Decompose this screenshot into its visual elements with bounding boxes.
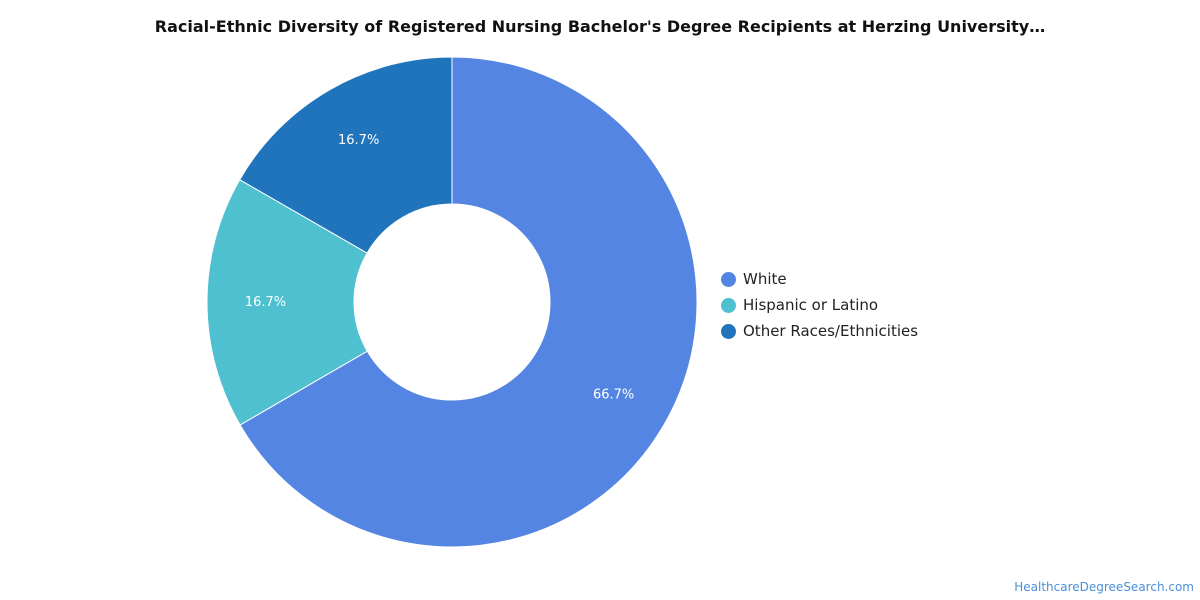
slice-label-white: 66.7% [593, 388, 634, 403]
slice-label-other-races-ethnicities: 16.7% [338, 133, 379, 148]
legend-swatch-other-races [721, 323, 736, 339]
legend-item-hispanic-or-latino[interactable]: Hispanic or Latino [721, 292, 918, 318]
legend-label-hispanic-or-latino: Hispanic or Latino [743, 296, 879, 314]
legend-swatch-hispanic-or-latino [721, 297, 736, 313]
legend-label-white: White [743, 270, 787, 288]
slice-label-hispanic-or-latino: 16.7% [245, 295, 286, 310]
source-watermark[interactable]: HealthcareDegreeSearch.com [1014, 580, 1194, 594]
legend-item-white[interactable]: White [721, 266, 918, 292]
legend-swatch-white [721, 271, 736, 287]
chart-legend: White Hispanic or Latino Other Races/Eth… [721, 266, 918, 344]
chart-title: Racial-Ethnic Diversity of Registered Nu… [154, 17, 1046, 36]
donut-slice-hispanic-or-latino[interactable] [206, 179, 368, 426]
donut-slice-white[interactable] [239, 56, 698, 548]
legend-item-other-races[interactable]: Other Races/Ethnicities [721, 318, 918, 344]
legend-label-other-races: Other Races/Ethnicities [743, 322, 919, 340]
donut-slice-other-races-ethnicities[interactable] [239, 56, 453, 254]
